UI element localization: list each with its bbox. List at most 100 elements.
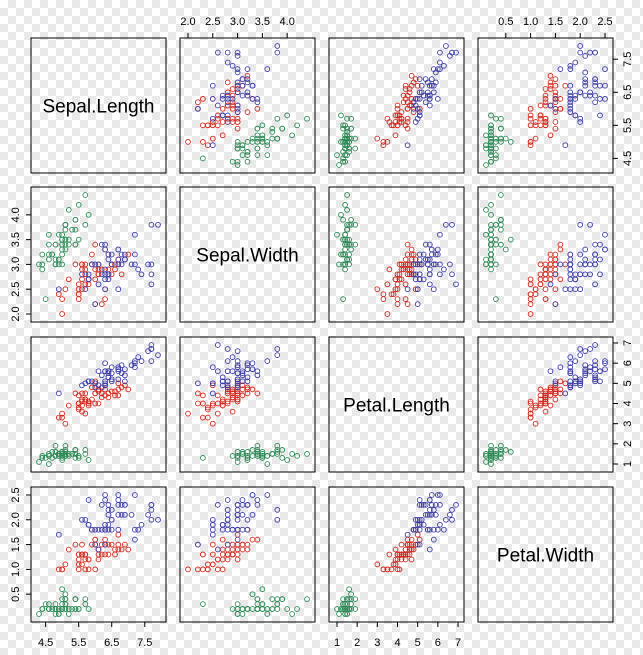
data-point-group-3 bbox=[422, 241, 429, 248]
panel-frame bbox=[179, 336, 316, 473]
data-point-group-3 bbox=[602, 231, 608, 238]
data-point-group-2 bbox=[547, 256, 554, 263]
data-point-group-3 bbox=[122, 372, 128, 379]
data-point-group-1 bbox=[348, 221, 354, 228]
data-point-group-2 bbox=[537, 392, 544, 399]
data-point-group-1 bbox=[85, 211, 92, 218]
data-point-group-3 bbox=[432, 511, 439, 518]
data-point-group-3 bbox=[234, 384, 241, 391]
data-point-group-2 bbox=[414, 531, 421, 538]
data-point-group-2 bbox=[402, 281, 409, 288]
tick-label: 5 bbox=[622, 380, 634, 386]
data-point-group-3 bbox=[552, 378, 559, 385]
data-point-group-3 bbox=[95, 368, 102, 375]
data-point-group-1 bbox=[36, 611, 42, 617]
data-point-group-2 bbox=[404, 301, 411, 307]
data-point-group-1 bbox=[49, 606, 56, 612]
data-point-group-3 bbox=[416, 541, 423, 548]
data-point-group-3 bbox=[562, 286, 569, 293]
data-point-group-3 bbox=[145, 261, 151, 268]
tick-label: 4.5 bbox=[622, 151, 634, 166]
data-point-group-2 bbox=[75, 400, 82, 407]
data-point-group-1 bbox=[49, 449, 56, 455]
data-point-group-2 bbox=[542, 271, 549, 278]
data-point-group-3 bbox=[108, 251, 115, 258]
data-point-group-3 bbox=[105, 256, 112, 263]
data-point-group-1 bbox=[488, 449, 494, 455]
data-point-group-1 bbox=[493, 139, 499, 145]
data-point-group-3 bbox=[418, 89, 425, 96]
data-point-group-3 bbox=[102, 241, 108, 248]
data-point-group-2 bbox=[552, 386, 559, 393]
data-point-group-2 bbox=[552, 261, 559, 268]
data-point-group-1 bbox=[52, 241, 59, 248]
data-point-group-2 bbox=[547, 132, 554, 139]
tick-label: 1 bbox=[334, 637, 340, 649]
data-point-group-1 bbox=[342, 231, 348, 238]
data-point-group-2 bbox=[195, 566, 201, 573]
data-point-group-2 bbox=[537, 271, 544, 278]
data-point-group-3 bbox=[209, 142, 216, 149]
data-point-group-3 bbox=[416, 261, 423, 268]
data-point-group-3 bbox=[239, 370, 246, 377]
data-point-group-1 bbox=[274, 601, 281, 607]
data-point-group-3 bbox=[432, 502, 439, 508]
data-point-group-2 bbox=[388, 122, 395, 129]
data-point-group-3 bbox=[437, 49, 443, 56]
data-point-group-2 bbox=[200, 96, 206, 102]
data-point-group-1 bbox=[346, 256, 352, 263]
data-point-group-2 bbox=[398, 266, 405, 273]
panel-petal-length-vs-sepal-length bbox=[30, 336, 167, 473]
data-point-group-1 bbox=[82, 451, 89, 457]
data-point-group-1 bbox=[269, 125, 276, 132]
data-point-group-3 bbox=[155, 221, 161, 228]
data-point-group-3 bbox=[597, 96, 603, 102]
data-point-group-2 bbox=[115, 531, 122, 538]
data-point-group-3 bbox=[582, 348, 589, 354]
data-point-group-3 bbox=[422, 76, 429, 82]
data-point-group-1 bbox=[200, 601, 206, 607]
tick-label: 3.5 bbox=[255, 16, 270, 28]
data-point-group-3 bbox=[412, 261, 419, 268]
data-point-group-3 bbox=[418, 502, 425, 508]
data-point-group-2 bbox=[542, 398, 549, 405]
data-point-group-2 bbox=[542, 296, 549, 302]
data-point-group-2 bbox=[214, 112, 221, 119]
data-point-group-1 bbox=[269, 596, 276, 602]
data-point-group-1 bbox=[342, 139, 348, 145]
tick-label: 5.5 bbox=[71, 637, 86, 649]
data-point-group-1 bbox=[42, 296, 49, 302]
data-point-group-3 bbox=[592, 358, 598, 364]
data-point-group-2 bbox=[394, 102, 401, 109]
data-point-group-3 bbox=[254, 372, 261, 379]
data-point-group-2 bbox=[552, 125, 559, 132]
data-point-group-1 bbox=[498, 192, 504, 198]
data-point-group-3 bbox=[443, 221, 449, 228]
data-point-group-3 bbox=[98, 372, 105, 379]
data-point-group-3 bbox=[587, 364, 593, 371]
data-point-group-2 bbox=[414, 261, 421, 268]
data-point-group-1 bbox=[65, 207, 72, 213]
data-point-group-3 bbox=[420, 251, 427, 258]
tick-label: 3.0 bbox=[10, 257, 22, 272]
data-point-group-3 bbox=[105, 507, 112, 513]
axis-top-petal-width: 0.5 1.0 1.5 2.0 2.5 bbox=[498, 16, 613, 39]
data-point-group-3 bbox=[424, 256, 431, 263]
tick-label: 3.5 bbox=[10, 232, 22, 247]
tick-label: 1.5 bbox=[10, 537, 22, 552]
data-point-group-1 bbox=[52, 442, 59, 449]
data-point-group-3 bbox=[229, 62, 236, 69]
data-point-group-2 bbox=[224, 102, 231, 109]
data-point-group-3 bbox=[224, 526, 231, 533]
data-point-group-3 bbox=[430, 89, 437, 96]
data-point-group-1 bbox=[340, 261, 346, 268]
data-point-group-1 bbox=[62, 596, 69, 602]
data-point-group-3 bbox=[264, 358, 271, 364]
data-point-group-2 bbox=[200, 122, 206, 129]
data-point-group-3 bbox=[115, 261, 122, 268]
data-point-group-3 bbox=[416, 109, 423, 115]
data-point-group-3 bbox=[577, 221, 584, 228]
data-point-group-2 bbox=[392, 112, 399, 119]
data-point-group-2 bbox=[249, 536, 256, 543]
data-point-group-3 bbox=[567, 378, 574, 385]
